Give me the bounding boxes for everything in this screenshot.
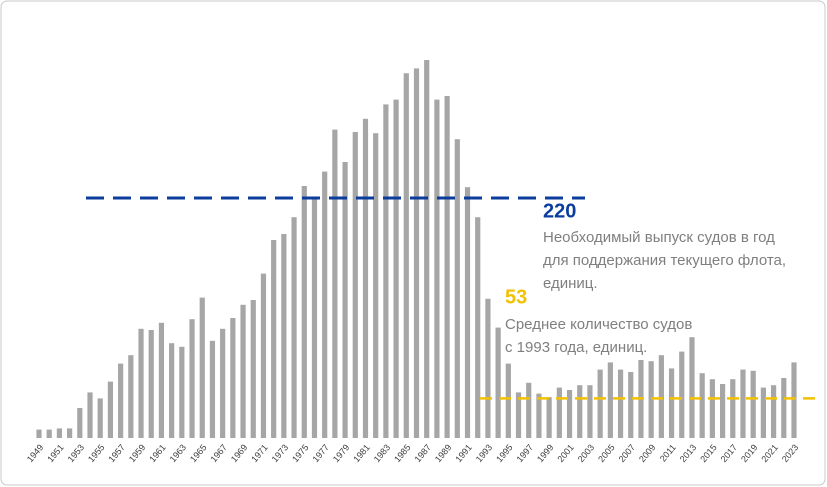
bar <box>158 322 165 438</box>
bar <box>597 369 603 438</box>
bar <box>179 346 185 438</box>
bar <box>781 378 787 438</box>
bar <box>342 162 348 438</box>
annotation: Среднее количество судов <box>505 316 692 333</box>
bar <box>240 304 246 438</box>
bar <box>760 387 766 438</box>
bar <box>46 429 52 438</box>
bar <box>709 379 715 438</box>
bar <box>577 385 583 438</box>
bar <box>485 298 491 438</box>
bar <box>189 319 195 438</box>
bar <box>138 328 144 438</box>
bar <box>209 340 216 438</box>
bar <box>352 132 358 438</box>
bar <box>373 133 379 438</box>
bar <box>199 297 205 438</box>
annotation: с 1993 года, единиц. <box>505 339 647 356</box>
bar <box>607 362 613 438</box>
bar <box>719 384 726 438</box>
bar <box>230 318 236 438</box>
bar <box>556 387 562 438</box>
bar <box>332 129 338 438</box>
bar <box>362 118 369 439</box>
bar <box>87 392 93 438</box>
bar <box>475 217 481 438</box>
bar <box>260 273 267 438</box>
bar <box>454 139 460 438</box>
bar <box>505 363 511 438</box>
bar <box>301 186 307 438</box>
bar <box>413 68 420 439</box>
bar <box>107 381 114 438</box>
annotation: для поддержания текущего флота, <box>543 252 786 269</box>
bar <box>281 234 287 438</box>
bar <box>628 372 634 438</box>
bar <box>679 351 685 438</box>
bar <box>515 392 522 438</box>
bar <box>250 300 256 438</box>
bar <box>311 198 318 438</box>
bar <box>322 171 328 438</box>
bar <box>118 363 124 438</box>
bar <box>770 385 777 438</box>
bar <box>128 355 134 438</box>
bar <box>67 428 73 438</box>
bar <box>97 398 103 438</box>
bar <box>444 96 450 438</box>
bar <box>56 428 63 438</box>
bar <box>617 369 624 438</box>
bar <box>169 343 175 438</box>
annotation: Необходимый выпуск судов в год <box>543 229 775 246</box>
bar <box>740 369 746 438</box>
annotation: единиц. <box>543 275 598 292</box>
bar <box>424 60 430 438</box>
bar <box>383 104 389 439</box>
bar <box>668 368 675 438</box>
bar <box>730 379 736 438</box>
bar <box>271 240 277 438</box>
bar <box>148 330 154 438</box>
reference-value-label: 220 <box>543 200 576 222</box>
bar <box>699 373 705 438</box>
bar <box>566 390 573 438</box>
bar <box>403 73 409 438</box>
bar <box>536 393 542 438</box>
bar <box>495 327 501 438</box>
bar <box>291 217 297 438</box>
bar <box>393 99 399 438</box>
bar <box>587 385 593 438</box>
bar <box>791 362 797 438</box>
bar <box>526 382 532 438</box>
bar <box>750 370 756 438</box>
reference-value-label: 53 <box>505 286 527 308</box>
bar <box>36 429 42 438</box>
bar <box>434 99 440 438</box>
bar <box>546 397 552 438</box>
bar <box>220 328 226 438</box>
bar <box>658 355 664 438</box>
bar <box>689 337 695 438</box>
bar <box>77 408 83 438</box>
bar <box>464 187 471 438</box>
